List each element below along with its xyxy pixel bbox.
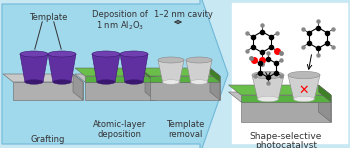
Polygon shape [145, 74, 155, 100]
Polygon shape [158, 60, 184, 82]
FancyBboxPatch shape [232, 3, 347, 143]
Text: 1 nm Al$_2$O$_3$: 1 nm Al$_2$O$_3$ [96, 20, 144, 33]
Ellipse shape [120, 51, 148, 57]
Polygon shape [85, 82, 155, 100]
Polygon shape [2, 0, 228, 148]
Ellipse shape [158, 57, 184, 63]
Ellipse shape [162, 80, 180, 84]
Text: Template: Template [166, 120, 204, 129]
Text: Shape-selective: Shape-selective [250, 132, 322, 141]
Polygon shape [85, 76, 155, 82]
Polygon shape [186, 60, 212, 82]
Polygon shape [120, 54, 148, 82]
Polygon shape [13, 82, 83, 100]
Ellipse shape [190, 80, 208, 84]
Polygon shape [150, 82, 220, 100]
Ellipse shape [25, 80, 43, 84]
Ellipse shape [186, 57, 212, 63]
Polygon shape [241, 95, 331, 102]
Ellipse shape [48, 51, 76, 57]
Polygon shape [75, 74, 155, 82]
Ellipse shape [92, 51, 120, 57]
Polygon shape [318, 85, 331, 102]
Ellipse shape [258, 96, 278, 102]
Ellipse shape [97, 80, 115, 84]
Text: Deposition of: Deposition of [92, 10, 148, 19]
Text: Atomic-layer: Atomic-layer [93, 120, 147, 129]
Polygon shape [48, 54, 76, 82]
Polygon shape [318, 92, 331, 122]
Ellipse shape [294, 96, 314, 102]
Ellipse shape [252, 71, 284, 79]
Text: removal: removal [168, 130, 202, 139]
Polygon shape [150, 76, 220, 82]
Text: Grafting: Grafting [31, 135, 65, 144]
Text: 1–2 nm cavity: 1–2 nm cavity [154, 10, 212, 19]
Text: photocatalyst: photocatalyst [255, 141, 317, 148]
Ellipse shape [20, 51, 48, 57]
Polygon shape [140, 74, 220, 82]
Ellipse shape [288, 71, 320, 79]
Polygon shape [3, 74, 83, 82]
Polygon shape [210, 68, 220, 82]
Polygon shape [73, 74, 83, 100]
Polygon shape [241, 102, 331, 122]
Polygon shape [210, 74, 220, 100]
Ellipse shape [53, 80, 71, 84]
Polygon shape [140, 68, 220, 76]
Ellipse shape [125, 80, 143, 84]
Polygon shape [75, 68, 155, 76]
Polygon shape [229, 85, 331, 95]
Polygon shape [288, 75, 320, 99]
Polygon shape [20, 54, 48, 82]
Polygon shape [229, 92, 331, 102]
Polygon shape [252, 75, 284, 99]
Text: ✕: ✕ [299, 83, 309, 96]
Polygon shape [145, 68, 155, 82]
Polygon shape [92, 54, 120, 82]
Text: deposition: deposition [98, 130, 142, 139]
Text: Template: Template [29, 13, 67, 22]
